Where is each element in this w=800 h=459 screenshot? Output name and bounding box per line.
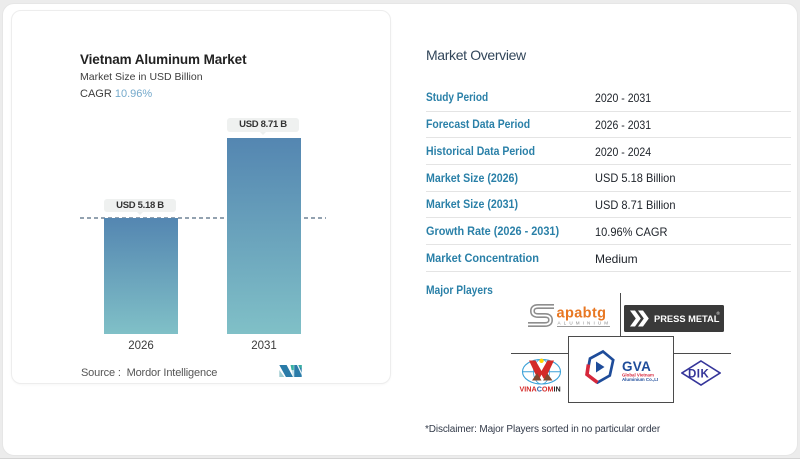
svg-text:GVA: GVA: [622, 359, 651, 374]
svg-text:DIK: DIK: [688, 369, 710, 381]
svg-text:PRESS METAL: PRESS METAL: [654, 314, 720, 324]
svg-text:VINACOMIN: VINACOMIN: [520, 385, 561, 394]
svg-text:Global Vietnam: Global Vietnam: [622, 372, 654, 377]
svg-text:apabtg: apabtg: [557, 306, 607, 322]
svg-text:ALUMINIUM: ALUMINIUM: [558, 321, 612, 326]
svg-text:Aluminium Co.,Ltd: Aluminium Co.,Ltd: [622, 377, 658, 382]
svg-text:®: ®: [717, 310, 721, 316]
